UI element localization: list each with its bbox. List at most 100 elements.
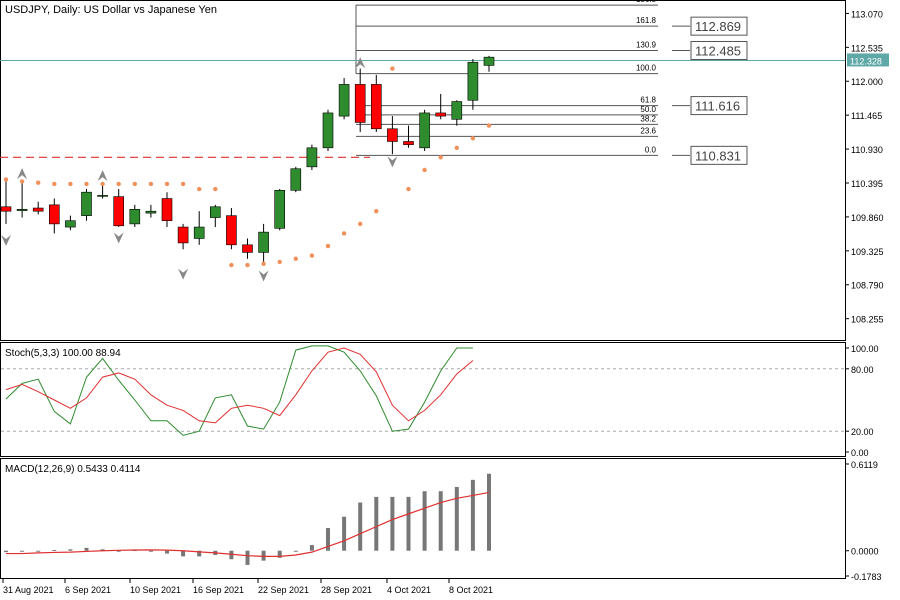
macd-histogram-bar [68, 549, 73, 551]
stoch-pane-frame [0, 342, 846, 457]
candle-body [322, 112, 334, 149]
psar-dot [132, 181, 137, 187]
macd-histogram-bar [309, 545, 314, 551]
fib-value-box [690, 96, 748, 116]
fib-value-label: 110.831 [695, 148, 741, 163]
price-axis-label: 113.070 [851, 9, 883, 19]
time-axis-label: 31 Aug 2021 [3, 585, 54, 595]
psar-dot [180, 181, 186, 187]
candle-body [113, 196, 124, 227]
psar-dot [374, 209, 379, 214]
fractal-down-icon [258, 270, 269, 282]
candle-body [226, 215, 237, 246]
candle-body [306, 147, 318, 168]
candle-body [48, 204, 60, 225]
psar-dot [229, 262, 234, 268]
macd-histogram-bar [52, 550, 57, 552]
psar-dot [325, 243, 331, 249]
fractal-up-icon [97, 170, 108, 182]
candle-body [145, 210, 157, 214]
fib-level-label: 161.8 [636, 16, 657, 25]
macd-pane-frame [0, 458, 846, 579]
stoch-axis-label: 100.00 [851, 344, 879, 354]
fractal-down-icon [387, 156, 398, 168]
macd-histogram-bar [358, 502, 363, 551]
candle-body [403, 141, 414, 145]
psar-dot [309, 253, 315, 258]
candle-body [0, 206, 12, 212]
time-axis-label: 8 Oct 2021 [449, 585, 493, 595]
stochastic-pane[interactable] [1, 345, 845, 436]
psar-dot [36, 180, 41, 185]
psar-dot [341, 231, 347, 236]
candle-body [258, 231, 269, 253]
macd-histogram-bar [293, 550, 298, 552]
macd-pane[interactable] [4, 473, 491, 565]
price-pane[interactable]: 186.8 161.8 130.9 100.0 61.850.038.2 23.6 0.0 1… [0, 0, 845, 282]
macd-histogram-bar [487, 473, 491, 551]
price-axis-label: 112.535 [851, 43, 883, 53]
psar-dot [213, 186, 218, 192]
candle-body [129, 209, 141, 225]
candle-body [387, 128, 398, 142]
candle-body [370, 84, 382, 130]
macd-histogram-bar [4, 550, 8, 553]
fractal-down-icon [113, 232, 124, 244]
psar-dot [52, 181, 57, 187]
candle-body [338, 84, 350, 117]
psar-dot [3, 177, 9, 182]
macd-axis-label: 0.6119 [851, 460, 878, 470]
fib-value-box [690, 16, 748, 36]
main-pane-frame [0, 0, 846, 341]
candle-body [193, 226, 205, 239]
price-axis-label: 110.930 [851, 145, 883, 155]
candle-body [274, 189, 286, 229]
psar-dot [486, 123, 492, 128]
candle-body [435, 112, 447, 117]
chart-title: USDJPY, Daily: US Dollar vs Japanese Yen [5, 4, 217, 16]
macd-histogram-bar [422, 491, 427, 551]
macd-histogram-bar [470, 479, 475, 551]
time-axis-label: 22 Sep 2021 [258, 585, 309, 595]
macd-histogram-bar [438, 491, 443, 551]
fib-level-label: 50.0 [640, 105, 656, 114]
macd-histogram-bar [374, 496, 379, 551]
candle-body [451, 101, 463, 120]
candle-body [16, 209, 28, 211]
candle-body [290, 168, 302, 191]
fib-value-label: 111.616 [695, 99, 740, 114]
time-axis-label: 10 Sep 2021 [130, 585, 181, 595]
macd-histogram-bar [261, 550, 266, 561]
stoch-axis-label: 20.00 [851, 427, 874, 437]
psar-dot [470, 136, 476, 141]
time-axis-label: 28 Sep 2021 [321, 585, 372, 595]
macd-histogram-bar [406, 496, 411, 551]
macd-histogram-bar [100, 549, 105, 551]
price-axis-label: 109.325 [851, 247, 884, 257]
fib-level-label: 186.8 [636, 0, 657, 4]
price-axis-label: 110.395 [851, 179, 883, 189]
fib-level-label: 23.6 [640, 126, 656, 135]
fib-value-box [690, 145, 748, 165]
fractal-down-icon [178, 268, 189, 280]
psar-dot [390, 66, 395, 71]
time-axis-label: 6 Sep 2021 [65, 585, 111, 595]
psar-dot [197, 186, 202, 192]
psar-dot [84, 181, 89, 187]
fractal-down-icon [1, 235, 11, 247]
fib-level-label: 100.0 [636, 64, 657, 73]
macd-title: MACD(12,26,9) 0.5433 0.4114 [5, 464, 141, 475]
candle-body [242, 244, 253, 253]
candle-body [161, 198, 173, 222]
fib-level-label: 0.0 [645, 145, 657, 154]
macd-axis-label: 0.0000 [851, 547, 879, 557]
time-axis-label: 4 Oct 2021 [387, 585, 431, 595]
psar-dot [454, 145, 459, 151]
psar-dot [293, 256, 298, 261]
psar-dot [100, 181, 105, 187]
candle-body [419, 112, 430, 149]
candle-body [177, 226, 189, 244]
fib-value-label: 112.869 [695, 19, 741, 34]
stoch-title: Stoch(5,3,3) 100.00 88.94 [5, 348, 121, 359]
